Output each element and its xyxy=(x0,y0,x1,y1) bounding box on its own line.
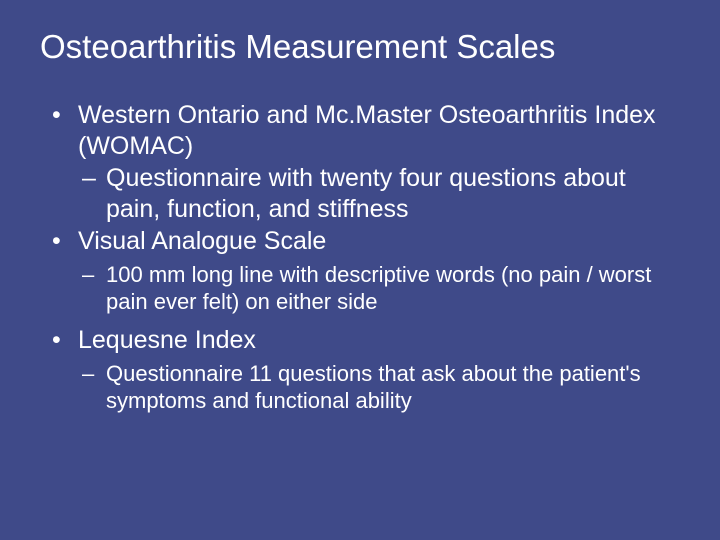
bullet-list: Western Ontario and Mc.Master Osteoarthr… xyxy=(48,100,680,414)
sub-bullet-item: 100 mm long line with descriptive words … xyxy=(48,261,680,316)
sub-bullet-item: Questionnaire 11 questions that ask abou… xyxy=(48,360,680,415)
bullet-item: Lequesne Index xyxy=(48,325,680,356)
bullet-item: Western Ontario and Mc.Master Osteoarthr… xyxy=(48,100,680,161)
slide-title: Osteoarthritis Measurement Scales xyxy=(40,28,680,66)
sub-bullet-item: Questionnaire with twenty four questions… xyxy=(48,163,680,224)
bullet-item: Visual Analogue Scale xyxy=(48,226,680,257)
slide-content: Western Ontario and Mc.Master Osteoarthr… xyxy=(40,100,680,414)
slide-container: Osteoarthritis Measurement Scales Wester… xyxy=(0,0,720,444)
